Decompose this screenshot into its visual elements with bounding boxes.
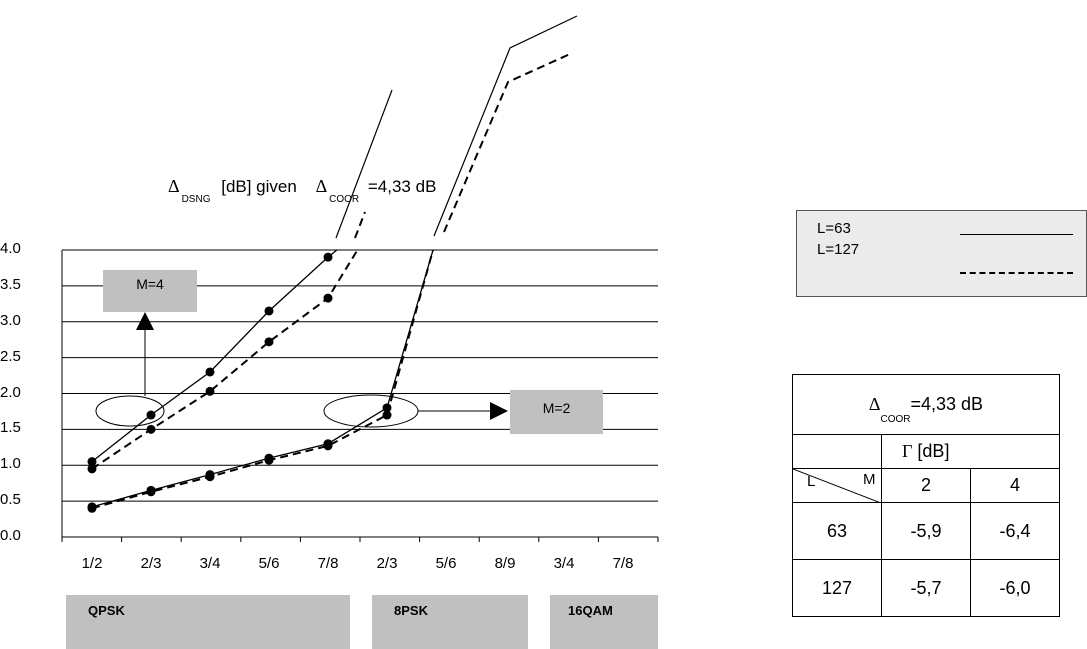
table-empty-cell xyxy=(792,434,882,469)
m-value-2: 2 xyxy=(881,468,971,503)
legend-line-dashed xyxy=(960,272,1073,274)
corner-diagonal xyxy=(793,469,881,503)
arrow-head-m2 xyxy=(490,402,508,420)
data-point xyxy=(382,410,392,420)
8psk-box: 8PSK xyxy=(372,595,528,649)
y-tick-label: 2.0 xyxy=(0,383,21,401)
series-extension-dashed xyxy=(354,211,366,239)
data-point xyxy=(264,455,274,465)
cell-127-m4: -6,0 xyxy=(969,559,1061,617)
arrow-head-m4 xyxy=(136,312,154,330)
data-point xyxy=(205,386,215,396)
data-point xyxy=(205,472,215,482)
y-tick-label: 1.5 xyxy=(0,419,21,437)
dsng-subscript: DSNG xyxy=(181,194,211,205)
data-point xyxy=(146,487,156,497)
cell-127-m2: -5,7 xyxy=(881,559,971,617)
y-tick-label: 3.0 xyxy=(0,311,21,329)
data-point xyxy=(264,337,274,347)
series-line xyxy=(91,249,359,470)
series-extension-solid xyxy=(433,15,578,237)
y-tick-label: 4.0 xyxy=(0,240,21,257)
legend-label-l127: L=127 xyxy=(817,241,860,258)
m2-label-box: M=2 xyxy=(510,390,603,434)
x-tick-label: 1/2 xyxy=(81,555,103,572)
m4-label-box: M=4 xyxy=(103,270,197,312)
corner-cell: L M xyxy=(792,468,882,503)
y-tick-label: 1.0 xyxy=(0,455,21,473)
cell-63-m4: -6,4 xyxy=(969,502,1061,560)
legend-label-l63: L=63 xyxy=(817,220,851,237)
legend-line-solid xyxy=(960,234,1073,235)
row-l-127: 127 xyxy=(792,559,882,617)
annotation-ellipse-m2 xyxy=(323,394,419,428)
gamma-header: Γ [dB] xyxy=(881,434,1060,469)
x-tick-label: 3/4 xyxy=(553,555,575,572)
data-point xyxy=(323,293,333,303)
data-point xyxy=(146,410,156,420)
series-extension-solid xyxy=(335,89,393,239)
x-tick-label: 8/9 xyxy=(494,555,516,572)
x-tick-label: 7/8 xyxy=(612,555,634,572)
x-tick-label: 5/6 xyxy=(258,555,280,572)
series-extension-dashed xyxy=(443,53,571,233)
data-point xyxy=(87,503,97,513)
y-tick-label: 3.5 xyxy=(0,275,21,293)
data-point xyxy=(264,306,274,316)
x-tick-label: 7/8 xyxy=(317,555,339,572)
y-tick-label: 0.0 xyxy=(0,527,21,544)
annotation-ellipse-m4 xyxy=(95,395,165,427)
data-point xyxy=(146,424,156,434)
y-tick-label: 2.5 xyxy=(0,347,21,365)
x-tick-label: 2/3 xyxy=(140,555,162,572)
delta-symbol: Δ xyxy=(168,176,180,196)
title-coor-text: =4,33 dB xyxy=(367,177,437,196)
table-header-cell: ΔCOOR=4,33 dB xyxy=(792,374,1060,435)
qpsk-box: QPSK xyxy=(66,595,350,649)
row-l-63: 63 xyxy=(792,502,882,560)
cell-63-m2: -5,9 xyxy=(881,502,971,560)
x-tick-label: 2/3 xyxy=(376,555,398,572)
16qam-box: 16QAM xyxy=(550,595,658,649)
x-tick-label: 5/6 xyxy=(435,555,457,572)
data-point xyxy=(323,441,333,451)
x-tick-label: 3/4 xyxy=(199,555,221,572)
m-value-4: 4 xyxy=(969,468,1061,503)
data-point xyxy=(87,457,97,467)
data-point xyxy=(323,252,333,262)
data-point xyxy=(205,367,215,377)
delta-symbol-2: Δ xyxy=(315,176,328,196)
chart-title: ΔDSNG [dB] given ΔCOOR =4,33 dB xyxy=(168,176,437,205)
y-tick-label: 0.5 xyxy=(0,491,21,509)
legend: L=63 L=127 xyxy=(796,210,1087,297)
title-dsng-text: [dB] given xyxy=(221,177,297,196)
data-point xyxy=(87,464,97,474)
coor-subscript: COOR xyxy=(329,194,360,205)
gamma-table: ΔCOOR=4,33 dB Γ [dB] L M 2 4 63 -5,9 -6,… xyxy=(792,374,1061,617)
